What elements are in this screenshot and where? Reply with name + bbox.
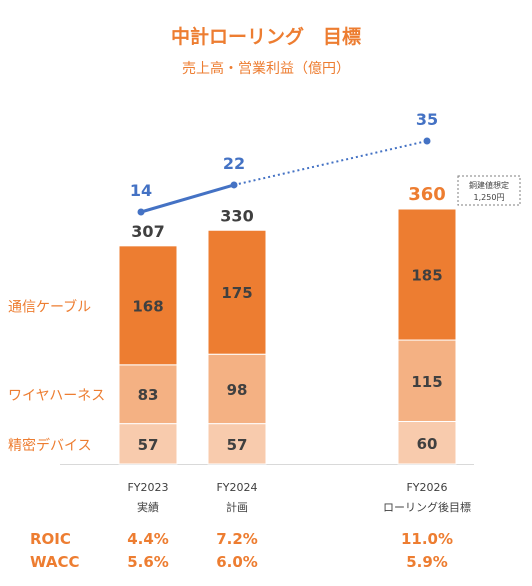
category-year-label: FY2024 bbox=[216, 481, 257, 494]
metric-value-wacc: 5.9% bbox=[406, 553, 448, 571]
bar-fy2024-series-0 bbox=[207, 423, 267, 465]
profit-point bbox=[230, 181, 238, 189]
annotation-box bbox=[457, 175, 521, 206]
category-year-label: FY2023 bbox=[127, 481, 168, 494]
bar-fy2026-series-1 bbox=[397, 339, 457, 422]
bar-value-label: 57 bbox=[138, 436, 159, 454]
annotation-line-2: 1,250円 bbox=[474, 193, 505, 202]
series-label: 通信ケーブル bbox=[8, 298, 91, 315]
bar-value-label: 83 bbox=[138, 386, 159, 404]
bar-fy2024-series-2 bbox=[207, 229, 267, 355]
bar-fy2024-series-1 bbox=[207, 353, 267, 425]
profit-line-dotted bbox=[233, 140, 428, 186]
bar-fy2023-series-0 bbox=[118, 423, 178, 465]
metric-value-wacc: 6.0% bbox=[216, 553, 258, 571]
bar-value-label: 98 bbox=[227, 381, 248, 399]
bar-total-label: 307 bbox=[131, 222, 164, 241]
metric-name-roic: ROIC bbox=[30, 530, 71, 548]
profit-value-label: 35 bbox=[416, 110, 438, 129]
category-sub-label: 実績 bbox=[137, 500, 159, 514]
bar-value-label: 168 bbox=[132, 297, 163, 315]
metric-value-roic: 11.0% bbox=[401, 530, 453, 548]
profit-line-solid bbox=[140, 183, 235, 214]
bar-value-label: 115 bbox=[411, 373, 442, 391]
category-sub-label: ローリング後目標 bbox=[383, 500, 471, 514]
bar-value-label: 57 bbox=[227, 436, 248, 454]
metric-name-wacc: WACC bbox=[30, 553, 80, 571]
series-label: 精密デバイス bbox=[8, 437, 92, 454]
bar-value-label: 175 bbox=[221, 284, 252, 302]
metric-value-wacc: 5.6% bbox=[127, 553, 169, 571]
bar-fy2026-series-2 bbox=[397, 208, 457, 341]
profit-value-label: 22 bbox=[223, 154, 245, 173]
category-year-label: FY2026 bbox=[406, 481, 447, 494]
annotation-line-1: 銅建値想定 bbox=[469, 180, 509, 190]
chart-subtitle: 売上高・営業利益（億円） bbox=[182, 61, 350, 77]
bar-fy2023-series-2 bbox=[118, 245, 178, 366]
series-label: ワイヤハーネス bbox=[8, 388, 105, 404]
metric-value-roic: 4.4% bbox=[127, 530, 169, 548]
category-sub-label: 計画 bbox=[226, 500, 248, 514]
bar-value-label: 60 bbox=[417, 435, 438, 453]
profit-value-label: 14 bbox=[130, 181, 152, 200]
bar-fy2026-series-0 bbox=[397, 421, 457, 465]
chart-title: 中計ローリング 目標 bbox=[170, 26, 361, 48]
bar-value-label: 185 bbox=[411, 267, 442, 285]
metric-value-roic: 7.2% bbox=[216, 530, 258, 548]
bar-total-label: 360 bbox=[408, 184, 446, 205]
bar-total-label: 330 bbox=[220, 206, 253, 225]
profit-point bbox=[137, 208, 145, 216]
profit-point bbox=[423, 137, 431, 145]
